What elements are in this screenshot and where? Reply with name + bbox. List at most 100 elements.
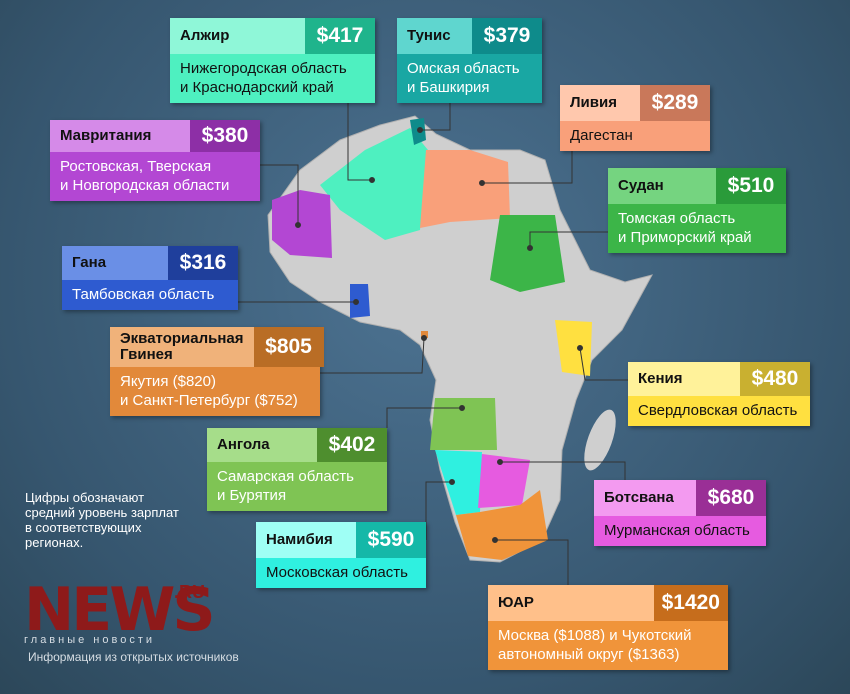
- leader-dot: [479, 180, 485, 186]
- callout-header: Экваториальная Гвинея $805: [110, 327, 324, 367]
- region-line: и Новгородская области: [60, 177, 230, 194]
- country-name: Кения: [628, 362, 740, 396]
- leader-dot: [527, 245, 533, 251]
- regions: Москва ($1088) и Чукотский автономный окр…: [488, 621, 728, 670]
- country-name: ЮАР: [488, 585, 654, 621]
- logo: NEWS .RU главные новости: [24, 580, 216, 646]
- madagascar: [584, 409, 616, 471]
- regions: Якутия ($820) и Санкт-Петербург ($752): [110, 367, 320, 416]
- kenya: [555, 320, 592, 376]
- callout-header: Тунис $379: [397, 18, 542, 54]
- salary: $680: [696, 480, 766, 516]
- source: Информация из открытых источников: [28, 650, 239, 664]
- region-line: и Бурятия: [217, 487, 287, 504]
- country-name: Судан: [608, 168, 716, 204]
- region-line: Тамбовская область: [72, 286, 215, 303]
- salary: $590: [356, 522, 426, 558]
- callout: Ангола $402 Самарская область и Бурятия: [207, 428, 387, 511]
- leader-dot: [421, 335, 427, 341]
- leader-dot: [369, 177, 375, 183]
- country-name: Ливия: [560, 85, 640, 121]
- region-line: Самарская область: [217, 468, 354, 485]
- leader-dot: [459, 405, 465, 411]
- leader-line: [386, 407, 462, 428]
- country-name: Тунис: [397, 18, 472, 54]
- region-line: и Краснодарский край: [180, 79, 334, 96]
- region-line: Омская область: [407, 60, 520, 77]
- callout: Мавритания $380 Ростовская, Тверская и Новг…: [50, 120, 260, 201]
- callout-header: Гана $316: [62, 246, 238, 280]
- callout: ЮАР $1420 Москва ($1088) и Чукотский автоно…: [488, 585, 728, 670]
- salary: $480: [740, 362, 810, 396]
- country-name: Ботсвана: [594, 480, 696, 516]
- region-line: Москва ($1088) и Чукотский: [498, 627, 692, 644]
- country-name: Намибия: [256, 522, 356, 558]
- sudan: [490, 215, 565, 292]
- region-line: и Санкт-Петербург ($752): [120, 392, 298, 409]
- note: Цифры обозначают средний уровень зарплат в…: [25, 490, 179, 550]
- leader-dot: [449, 479, 455, 485]
- region-line: и Башкирия: [407, 79, 490, 96]
- note-line: в соответствующих: [25, 520, 142, 535]
- regions: Мурманская область: [594, 516, 766, 546]
- leader-line: [420, 100, 451, 131]
- logo-tagline: главные новости: [24, 634, 156, 646]
- region-line: Якутия ($820): [120, 373, 216, 390]
- callout: Кения $480 Свердловская область: [628, 362, 810, 426]
- region-line: Московская область: [266, 564, 408, 581]
- logo-domain: .RU: [174, 582, 205, 602]
- callout: Намибия $590 Московская область: [256, 522, 426, 588]
- ghana: [350, 284, 370, 318]
- note-line: Цифры обозначают: [25, 490, 145, 505]
- callout-header: Судан $510: [608, 168, 786, 204]
- regions: Тамбовская область: [62, 280, 238, 310]
- leader-dot: [417, 127, 423, 133]
- callout-header: Ангола $402: [207, 428, 387, 462]
- salary: $402: [317, 428, 387, 462]
- callout: Гана $316 Тамбовская область: [62, 246, 238, 310]
- region-line: автономный округ ($1363): [498, 646, 680, 663]
- region-line: и Приморский край: [618, 229, 752, 246]
- callout-header: ЮАР $1420: [488, 585, 728, 621]
- leader-dot: [353, 299, 359, 305]
- callout: Экваториальная Гвинея $805 Якутия ($820) и …: [110, 327, 324, 416]
- salary: $1420: [653, 585, 728, 621]
- eq-guinea: [421, 331, 428, 338]
- callout: Тунис $379 Омская область и Башкирия: [397, 18, 542, 103]
- leader-line: [320, 337, 425, 374]
- callout: Ливия $289 Дагестан: [560, 85, 710, 151]
- region-line: Мурманская область: [604, 522, 750, 539]
- leader-line: [579, 347, 628, 381]
- salary: $316: [168, 246, 238, 280]
- mauritania: [272, 190, 332, 258]
- angola: [430, 398, 497, 450]
- namibia: [435, 450, 482, 515]
- country-name: Мавритания: [50, 120, 190, 152]
- algeria: [320, 128, 428, 240]
- regions: Дагестан: [560, 121, 710, 151]
- leader-dot: [577, 345, 583, 351]
- leader-line: [495, 539, 569, 585]
- regions: Московская область: [256, 558, 426, 588]
- leader-line: [347, 100, 372, 181]
- country-name: Ангола: [207, 428, 317, 462]
- leader-dot: [295, 222, 301, 228]
- callout: Алжир $417 Нижегородская область и Краснода…: [170, 18, 375, 103]
- regions: Омская область и Башкирия: [397, 54, 542, 103]
- region-line: Ростовская, Тверская: [60, 158, 212, 175]
- callout: Ботсвана $680 Мурманская область: [594, 480, 766, 546]
- regions: Ростовская, Тверская и Новгородская облас…: [50, 152, 260, 201]
- callout: Судан $510 Томская область и Приморский кра…: [608, 168, 786, 253]
- country-name: Гана: [62, 246, 168, 280]
- leader-line: [482, 145, 573, 184]
- salary: $805: [253, 327, 324, 367]
- regions: Нижегородская область и Краснодарский кра…: [170, 54, 375, 103]
- leader-line: [529, 231, 608, 248]
- note-line: регионах.: [25, 535, 84, 550]
- leader-line: [260, 164, 299, 225]
- leader-dot: [492, 537, 498, 543]
- leader-line: [500, 461, 626, 480]
- salary: $510: [716, 168, 786, 204]
